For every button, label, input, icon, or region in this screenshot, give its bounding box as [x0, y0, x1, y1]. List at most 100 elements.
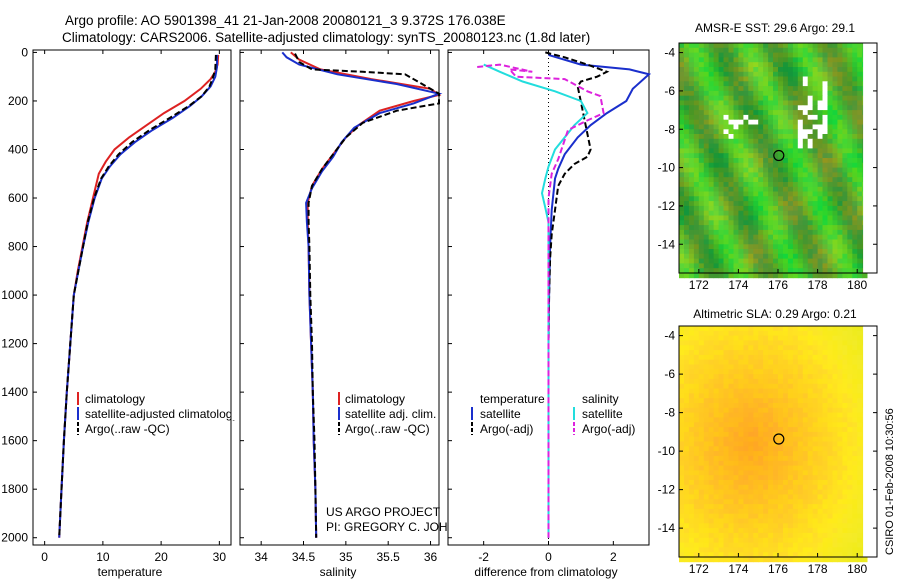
- heatmap-cell: [832, 374, 838, 380]
- heatmap-cell: [723, 537, 729, 543]
- heatmap-cell: [688, 393, 695, 399]
- heatmap-cell: [738, 47, 744, 53]
- heatmap-cell: [718, 57, 724, 63]
- heatmap-cell: [763, 403, 769, 409]
- heatmap-cell: [723, 134, 729, 140]
- heatmap-cell: [763, 330, 769, 336]
- heatmap-cell: [768, 523, 774, 529]
- heatmap-cell: [797, 134, 804, 140]
- heatmap-cell: [743, 100, 749, 106]
- heatmap-cell: [723, 253, 729, 259]
- heatmap-cell: [783, 52, 789, 58]
- heatmap-cell: [773, 412, 779, 418]
- heatmap-cell: [837, 417, 843, 423]
- heatmap-cell: [693, 537, 700, 543]
- heatmap-cell: [728, 508, 734, 515]
- heatmap-cell: [688, 158, 695, 164]
- heatmap-cell: [807, 436, 814, 442]
- heatmap-cell: [783, 369, 789, 375]
- heatmap-cell: [773, 249, 779, 255]
- heatmap-cell: [817, 196, 823, 202]
- heatmap-cell: [723, 484, 729, 490]
- heatmap-cell: [783, 67, 789, 73]
- heatmap-cell: [743, 326, 749, 332]
- heatmap-cell: [748, 76, 754, 82]
- heatmap-cell: [857, 354, 863, 361]
- heatmap-cell: [703, 105, 710, 111]
- heatmap-cell: [703, 114, 710, 121]
- heatmap-cell: [758, 460, 764, 466]
- heatmap-cell: [703, 446, 710, 452]
- heatmap-cell: [807, 90, 814, 97]
- heatmap-cell: [802, 378, 809, 385]
- heatmap-cell: [723, 547, 729, 553]
- heatmap-cell: [693, 441, 700, 447]
- heatmap-cell: [783, 412, 789, 418]
- heatmap-cell: [797, 67, 804, 73]
- heatmap-cell: [852, 90, 858, 97]
- heatmap-cell: [792, 205, 799, 212]
- heatmap-cell: [857, 504, 863, 510]
- heatmap-cell: [837, 76, 843, 82]
- heatmap-cell: [773, 81, 779, 87]
- heatmap-cell: [817, 326, 823, 332]
- heatmap-cell: [684, 441, 690, 447]
- heatmap-cell: [708, 455, 715, 462]
- heatmap-cell: [743, 532, 749, 539]
- heatmap-cell: [723, 239, 729, 245]
- heatmap-cell: [847, 258, 853, 264]
- heatmap-cell: [783, 43, 789, 49]
- heatmap-cell: [713, 129, 719, 135]
- heatmap-cell: [847, 499, 853, 505]
- heatmap-cell: [827, 234, 833, 240]
- heatmap-cell: [857, 532, 863, 539]
- heatmap-cell: [679, 158, 685, 164]
- heatmap-cell: [787, 326, 794, 332]
- heatmap-cell: [703, 470, 710, 476]
- heatmap-cell: [748, 273, 754, 279]
- heatmap-cell: [857, 57, 863, 63]
- heatmap-cell: [684, 326, 690, 332]
- heatmap-cell: [718, 523, 724, 529]
- heatmap-cell: [718, 528, 724, 534]
- heatmap-cell: [723, 129, 729, 135]
- heatmap-cell: [847, 191, 853, 197]
- heatmap-cell: [748, 210, 754, 216]
- heatmap-cell: [857, 388, 863, 394]
- heatmap-cell: [802, 134, 809, 140]
- heatmap-cell: [723, 480, 729, 486]
- heatmap-cell: [703, 100, 710, 106]
- heatmap-cell: [733, 441, 739, 447]
- heatmap-cell: [797, 374, 804, 380]
- heatmap-cell: [679, 417, 685, 423]
- heatmap-cell: [842, 557, 848, 563]
- x-tick-label: 0: [545, 550, 552, 564]
- heatmap-cell: [684, 451, 690, 457]
- heatmap-cell: [703, 273, 710, 279]
- heatmap-cell: [857, 518, 863, 524]
- heatmap-cell: [812, 90, 818, 97]
- heatmap-cell: [738, 451, 744, 457]
- heatmap-cell: [748, 326, 754, 332]
- heatmap-cell: [733, 340, 739, 346]
- heatmap-cell: [787, 225, 794, 231]
- heatmap-cell: [768, 244, 774, 250]
- heatmap-cell: [684, 475, 690, 481]
- heatmap-cell: [773, 350, 779, 356]
- heatmap-cell: [847, 114, 853, 121]
- heatmap-cell: [753, 95, 759, 101]
- heatmap-cell: [827, 153, 833, 159]
- heatmap-cell: [857, 191, 863, 197]
- heatmap-cell: [723, 470, 729, 476]
- heatmap-cell: [738, 417, 744, 423]
- heatmap-cell: [698, 354, 705, 361]
- heatmap-cell: [807, 268, 814, 274]
- heatmap-cell: [842, 335, 848, 341]
- heatmap-cell: [837, 100, 843, 106]
- heatmap-cell: [733, 90, 739, 97]
- heatmap-cell: [802, 100, 809, 106]
- heatmap-cell: [758, 470, 764, 476]
- heatmap-cell: [738, 508, 744, 515]
- heatmap-cell: [738, 470, 744, 476]
- heatmap-cell: [787, 335, 794, 341]
